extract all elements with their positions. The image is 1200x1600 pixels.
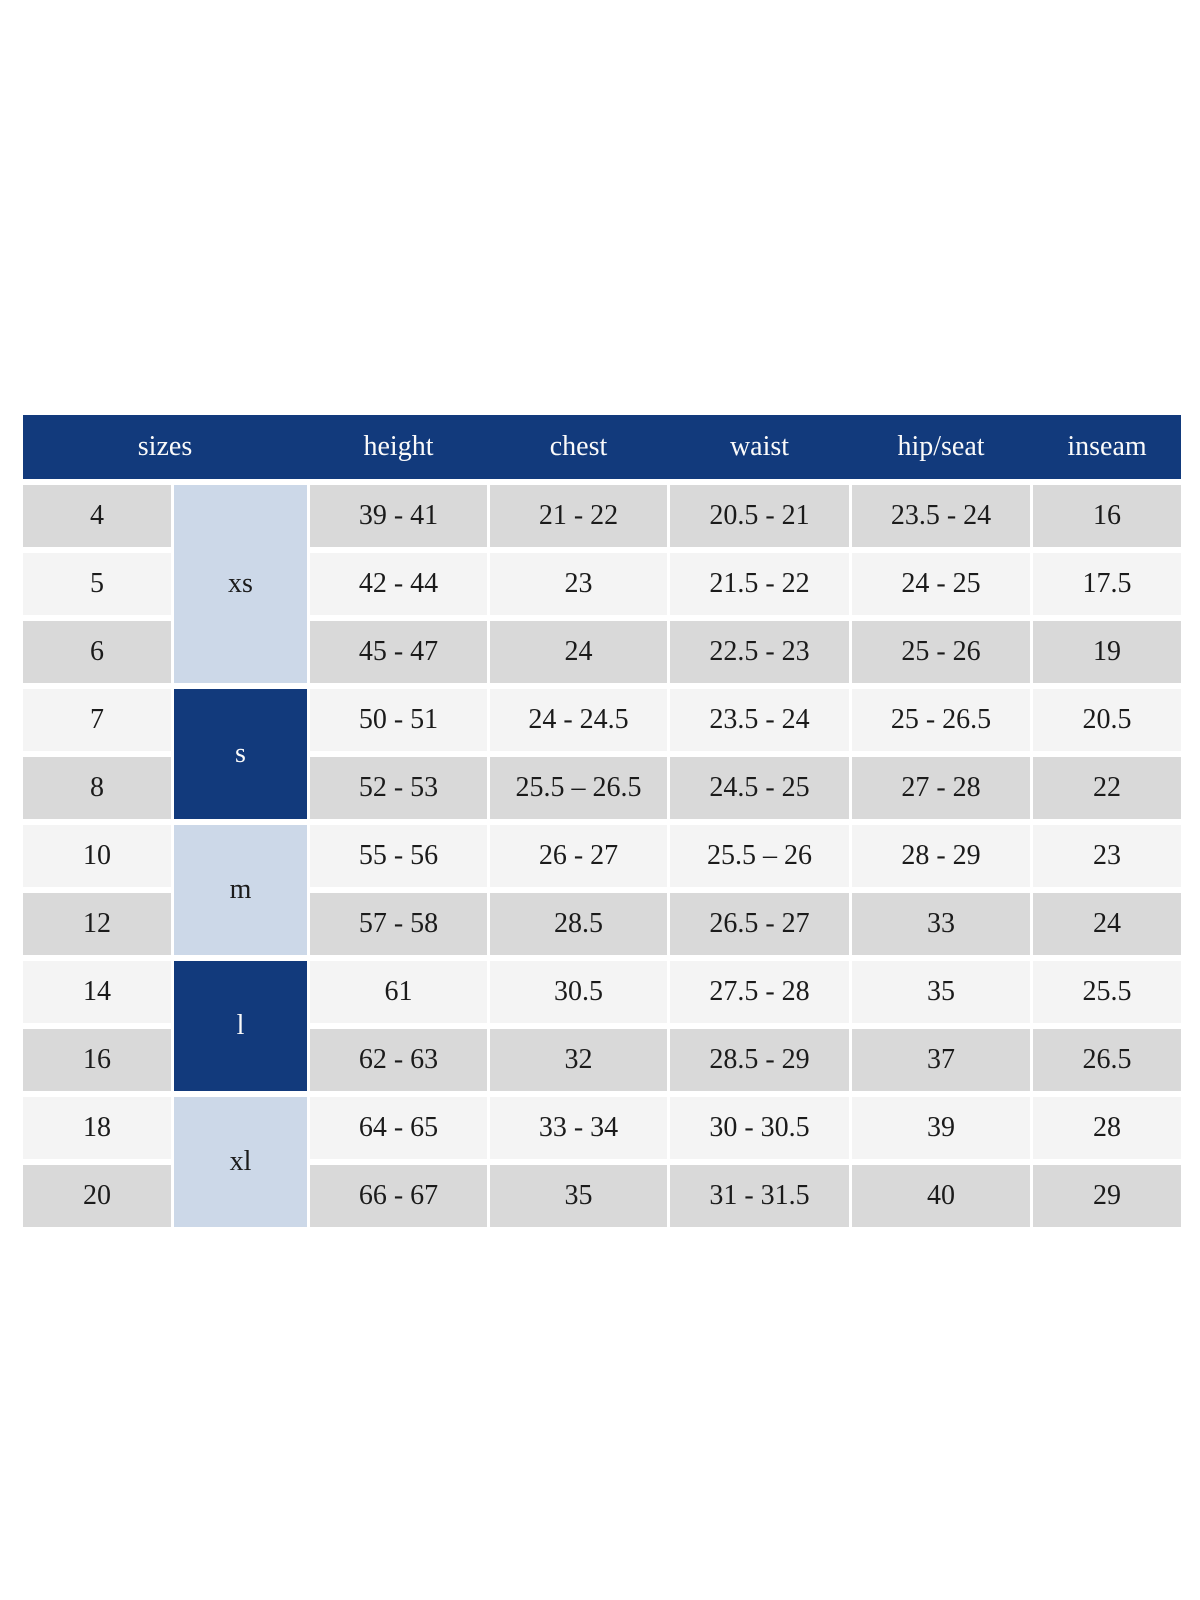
cell-height: 66 - 67 [310,1165,487,1227]
cell-size: 4 [23,485,171,547]
cell-size: 10 [23,825,171,887]
cell-size: 16 [23,1029,171,1091]
cell-waist: 30 - 30.5 [670,1097,849,1159]
column-header-sizes: sizes [137,431,193,462]
cell-height: 42 - 44 [310,553,487,615]
cell-inseam: 17.5 [1033,553,1181,615]
cell-chest: 30.5 [490,961,667,1023]
cell-height: 61 [310,961,487,1023]
cell-height: 55 - 56 [310,825,487,887]
cell-hip-seat: 23.5 - 24 [852,485,1030,547]
cell-hip-seat: 24 - 25 [852,553,1030,615]
cell-chest: 24 - 24.5 [490,689,667,751]
cell-chest: 23 [490,553,667,615]
cell-size: 8 [23,757,171,819]
cell-inseam: 16 [1033,485,1181,547]
cell-waist: 28.5 - 29 [670,1029,849,1091]
cell-chest: 24 [490,621,667,683]
table-row: 16 62 - 63 32 28.5 - 29 37 26.5 [23,1029,1181,1091]
cell-waist: 27.5 - 28 [670,961,849,1023]
cell-inseam: 19 [1033,621,1181,683]
cell-size: 7 [23,689,171,751]
cell-size: 20 [23,1165,171,1227]
cell-chest: 33 - 34 [490,1097,667,1159]
cell-height: 57 - 58 [310,893,487,955]
cell-hip-seat: 37 [852,1029,1030,1091]
column-header-inseam: inseam [1067,431,1147,462]
table-row: 7 s 50 - 51 24 - 24.5 23.5 - 24 25 - 26.… [23,689,1181,819]
cell-height: 62 - 63 [310,1029,487,1091]
cell-chest: 26 - 27 [490,825,667,887]
cell-height: 52 - 53 [310,757,487,819]
cell-waist: 25.5 – 26 [670,825,849,887]
cell-hip-seat: 35 [852,961,1030,1023]
size-group-cell-xl: xl [174,1097,307,1227]
column-header-hip-seat: hip/seat [897,431,985,462]
cell-chest: 21 - 22 [490,485,667,547]
column-header-waist: waist [729,431,790,462]
table-row: 4 xs 39 - 41 21 - 22 20.5 - 21 23.5 - 24… [23,485,1181,683]
cell-waist: 21.5 - 22 [670,553,849,615]
cell-waist: 23.5 - 24 [670,689,849,751]
cell-inseam: 20.5 [1033,689,1181,751]
cell-hip-seat: 40 [852,1165,1030,1227]
cell-hip-seat: 25 - 26.5 [852,689,1030,751]
cell-hip-seat: 33 [852,893,1030,955]
cell-inseam: 24 [1033,893,1181,955]
cell-height: 39 - 41 [310,485,487,547]
table-row: 10 m 55 - 56 26 - 27 25.5 – 26 28 - 29 2… [23,825,1181,955]
table-header-row: sizes height chest waist hip/seat inseam [23,415,1181,479]
cell-waist: 31 - 31.5 [670,1165,849,1227]
cell-chest: 28.5 [490,893,667,955]
size-table-body: 4 xs 39 - 41 21 - 22 20.5 - 21 23.5 - 24… [20,479,1184,1233]
cell-height: 45 - 47 [310,621,487,683]
size-group-cell-xs: xs [174,485,307,683]
table-row: 20 66 - 67 35 31 - 31.5 40 29 [23,1165,1181,1227]
cell-waist: 20.5 - 21 [670,485,849,547]
cell-size: 5 [23,553,171,615]
cell-waist: 24.5 - 25 [670,757,849,819]
column-header-height: height [363,431,434,462]
cell-height: 50 - 51 [310,689,487,751]
cell-inseam: 28 [1033,1097,1181,1159]
cell-size: 14 [23,961,171,1023]
cell-inseam: 26.5 [1033,1029,1181,1091]
table-row: 8 52 - 53 25.5 – 26.5 24.5 - 25 27 - 28 … [23,757,1181,819]
cell-chest: 35 [490,1165,667,1227]
cell-hip-seat: 39 [852,1097,1030,1159]
table-row: 5 42 - 44 23 21.5 - 22 24 - 25 17.5 [23,553,1181,615]
cell-hip-seat: 25 - 26 [852,621,1030,683]
cell-waist: 22.5 - 23 [670,621,849,683]
cell-chest: 25.5 – 26.5 [490,757,667,819]
cell-inseam: 25.5 [1033,961,1181,1023]
cell-size: 18 [23,1097,171,1159]
size-group-cell-l: l [174,961,307,1091]
table-row: 6 45 - 47 24 22.5 - 23 25 - 26 19 [23,621,1181,683]
table-row: 18 xl 64 - 65 33 - 34 30 - 30.5 39 28 [23,1097,1181,1227]
cell-inseam: 23 [1033,825,1181,887]
size-group-cell-s: s [174,689,307,819]
size-chart: sizes height chest waist hip/seat inseam… [23,415,1181,1233]
cell-inseam: 22 [1033,757,1181,819]
table-row: 14 l 61 30.5 27.5 - 28 35 25.5 [23,961,1181,1091]
column-header-chest: chest [549,431,608,462]
cell-height: 64 - 65 [310,1097,487,1159]
cell-chest: 32 [490,1029,667,1091]
cell-hip-seat: 27 - 28 [852,757,1030,819]
cell-inseam: 29 [1033,1165,1181,1227]
table-row: 12 57 - 58 28.5 26.5 - 27 33 24 [23,893,1181,955]
cell-waist: 26.5 - 27 [670,893,849,955]
cell-hip-seat: 28 - 29 [852,825,1030,887]
size-group-cell-m: m [174,825,307,955]
cell-size: 12 [23,893,171,955]
cell-size: 6 [23,621,171,683]
